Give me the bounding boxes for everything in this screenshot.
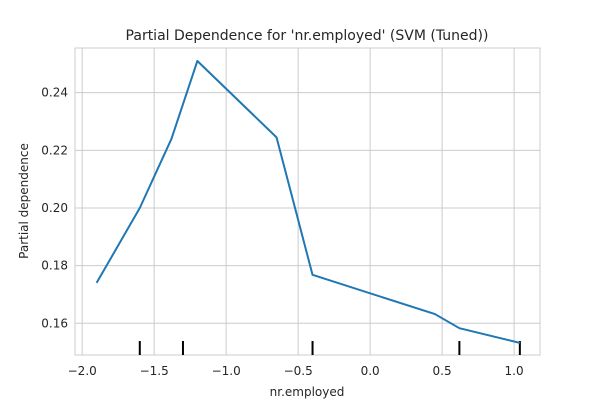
grid-lines [75,48,540,355]
x-tick-label: −1.0 [212,364,241,378]
pd-line [95,59,521,344]
x-tick-label: −2.0 [68,364,97,378]
y-tick-label: 0.22 [41,143,68,157]
y-tick-label: 0.20 [41,201,68,215]
plot-frame [74,47,541,356]
decile-rug [138,341,521,355]
y-tick-labels: 0.16 0.18 0.20 0.22 0.24 [41,86,68,331]
y-tick-label: 0.24 [41,86,68,100]
y-axis-label: Partial dependence [17,143,31,259]
x-tick-label: 1.0 [505,364,524,378]
x-axis-label: nr.employed [270,385,345,399]
x-tick-label: 0.0 [361,364,380,378]
pd-series [95,59,521,344]
x-tick-label: −0.5 [284,364,313,378]
y-tick-label: 0.16 [41,316,68,330]
x-tick-label: 0.5 [433,364,452,378]
x-tick-label: −1.5 [140,364,169,378]
chart-title: Partial Dependence for 'nr.employed' (SV… [126,28,489,44]
x-tick-labels: −2.0 −1.5 −1.0 −0.5 0.0 0.5 1.0 [68,364,524,378]
y-tick-label: 0.18 [41,259,68,273]
